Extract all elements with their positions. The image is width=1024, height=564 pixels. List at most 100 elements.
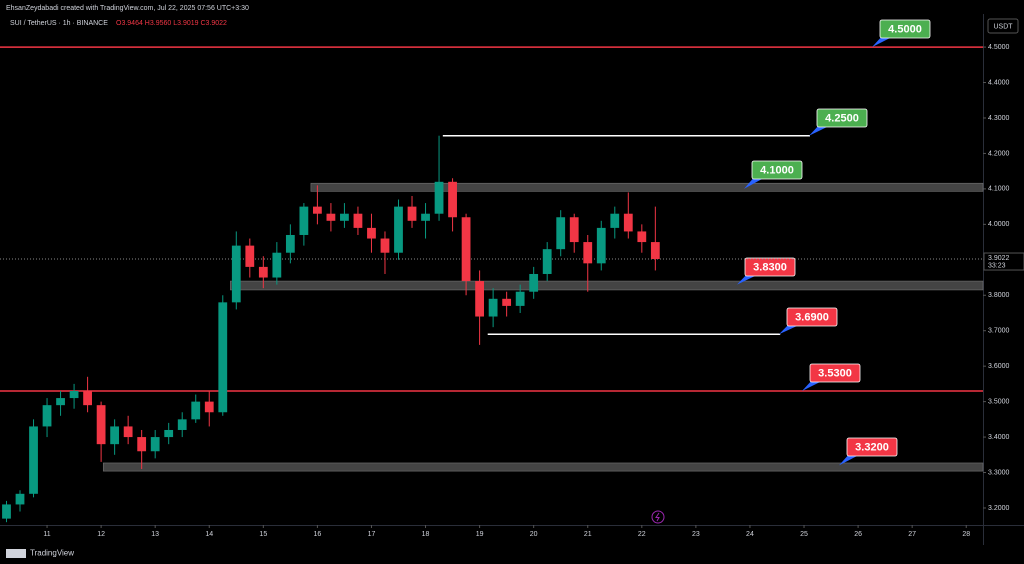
x-tick-label: 20 <box>530 531 538 538</box>
candle-body <box>407 206 417 221</box>
brand: TradingView <box>30 549 74 558</box>
x-tick-label: 11 <box>43 531 50 538</box>
candle-body <box>421 213 430 221</box>
level-tag-label: 4.5000 <box>888 23 922 35</box>
candle-body <box>434 181 444 214</box>
candle-body <box>650 242 660 260</box>
candle-body <box>191 401 201 420</box>
candle-body <box>556 217 566 250</box>
level-tag <box>816 108 868 128</box>
candle-body <box>56 398 65 406</box>
x-tick-label: 22 <box>638 531 646 538</box>
candle-body <box>42 405 52 427</box>
y-tick-label: 4.4000 <box>988 79 1010 86</box>
candle-body <box>164 429 174 438</box>
x-tick-label: 12 <box>97 531 105 538</box>
candle-body <box>448 181 457 218</box>
y-tick-label: 4.1000 <box>988 186 1010 193</box>
candle-body <box>69 390 79 399</box>
y-tick-label: 3.5000 <box>988 398 1010 405</box>
candle-body <box>231 245 241 303</box>
candle-body <box>542 249 552 274</box>
x-tick-label: 17 <box>368 531 376 538</box>
level-zone <box>102 462 984 472</box>
candle-body <box>15 493 25 505</box>
candle-body <box>637 231 647 243</box>
candle-body <box>569 217 579 243</box>
level-tag-label: 3.3200 <box>855 441 889 453</box>
symbol: SUI / TetherUS · 1h · BINANCE <box>10 20 108 27</box>
level-tag <box>786 307 838 327</box>
candle-body <box>258 266 268 278</box>
x-tick-label: 16 <box>313 531 321 538</box>
candle-body <box>137 437 147 452</box>
y-tick-label: 3.7000 <box>988 328 1010 335</box>
candle-body <box>353 213 363 228</box>
y-tick-label: 3.3000 <box>988 469 1010 476</box>
level-zone <box>310 182 984 192</box>
candle-body <box>204 401 214 413</box>
last-price-box <box>983 252 1024 271</box>
ohlc: O3.9464 H3.9560 L3.9019 C3.9022 <box>116 20 227 27</box>
y-tick-label: 4.2000 <box>988 150 1010 157</box>
candle-body <box>502 298 512 306</box>
x-tick-label: 27 <box>908 531 916 538</box>
level-tag <box>809 363 861 383</box>
x-tick-label: 25 <box>800 531 808 538</box>
countdown: 33:23 <box>988 262 1006 269</box>
level-tag <box>846 437 898 457</box>
y-tick-label: 4.5000 <box>988 44 1010 51</box>
level-tag-label: 3.6900 <box>795 311 829 323</box>
level-tag <box>744 257 796 277</box>
candle-body <box>272 252 282 278</box>
x-tick-label: 19 <box>476 531 484 538</box>
y-tick-label: 4.0000 <box>988 221 1010 228</box>
level-tag-label: 3.8300 <box>753 261 787 273</box>
candle-body <box>623 213 633 232</box>
candle-body <box>29 426 38 494</box>
candle-body <box>340 213 349 221</box>
candle-body <box>367 227 376 239</box>
x-tick-label: 18 <box>422 531 430 538</box>
candle-body <box>245 245 255 267</box>
x-tick-label: 15 <box>259 531 267 538</box>
last-price-label: 3.9022 <box>988 255 1010 262</box>
y-tick-label: 4.3000 <box>988 115 1010 122</box>
y-tick-label: 3.4000 <box>988 434 1010 441</box>
y-tick-label: 3.8000 <box>988 292 1010 299</box>
x-tick-label: 13 <box>151 531 159 538</box>
candle-body <box>299 206 309 235</box>
level-tag-label: 3.5300 <box>818 367 852 379</box>
x-tick-label: 26 <box>854 531 862 538</box>
x-tick-label: 14 <box>205 531 213 538</box>
candle-body <box>83 390 92 406</box>
candle-body <box>177 419 187 430</box>
x-tick-label: 28 <box>962 531 970 538</box>
event-bolt <box>655 512 660 522</box>
level-tag-label: 4.1000 <box>760 164 794 176</box>
candle-body <box>461 217 471 282</box>
candle-body <box>529 273 539 292</box>
credit: EhsanZeydabadi created with TradingView.… <box>6 5 249 12</box>
event-icon <box>651 510 665 524</box>
candle-body <box>394 206 403 253</box>
candle-body <box>218 302 228 413</box>
candle-body <box>583 242 593 264</box>
brand-logo <box>6 549 26 558</box>
candle-body <box>2 504 11 519</box>
level-tag <box>879 19 931 39</box>
candle-body <box>610 213 620 228</box>
candle-body <box>110 426 120 445</box>
y-tick-label: 3.6000 <box>988 363 1010 370</box>
x-tick-label: 23 <box>692 531 700 538</box>
currency-box <box>987 18 1019 34</box>
candle-body <box>596 227 606 264</box>
candle-body <box>380 238 390 253</box>
candle-body <box>285 234 295 253</box>
x-tick-label: 24 <box>746 531 754 538</box>
level-tag-label: 4.2500 <box>825 112 859 124</box>
candle-body <box>150 437 160 452</box>
candle-body <box>313 206 322 214</box>
